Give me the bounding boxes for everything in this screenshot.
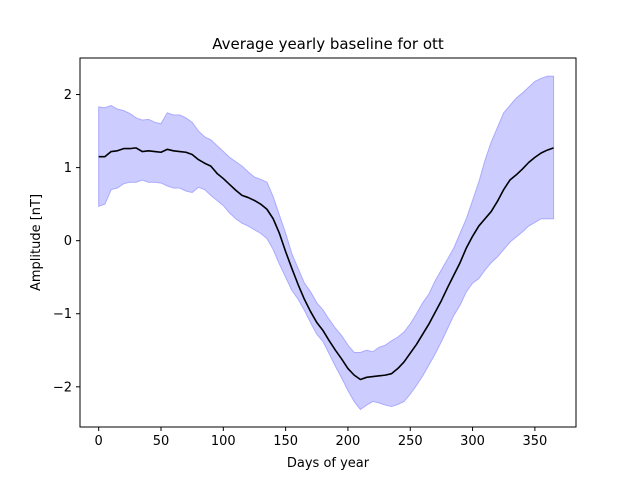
y-tick-label: 1	[64, 161, 72, 176]
x-tick-label: 350	[522, 434, 547, 449]
x-axis: 0 50 100 150 200 250 300 350	[95, 427, 547, 449]
x-tick-label: 150	[273, 434, 298, 449]
x-tick-label: 100	[211, 434, 236, 449]
y-tick-label: 0	[64, 234, 72, 249]
y-axis-label: Amplitude [nT]	[29, 194, 44, 291]
x-tick-label: 50	[153, 434, 170, 449]
x-tick-label: 0	[95, 434, 103, 449]
y-tick-label: −2	[53, 380, 72, 395]
plot-frame	[79, 57, 577, 428]
y-tick-label: −1	[53, 307, 72, 322]
mean-line	[98, 147, 554, 381]
x-tick-label: 300	[460, 434, 485, 449]
y-tick-label: 2	[64, 88, 72, 103]
confidence-band	[98, 75, 555, 411]
y-axis: −2 −1 0 1 2	[53, 88, 80, 395]
x-tick-label: 250	[398, 434, 423, 449]
plot-area	[98, 75, 555, 411]
chart-title: Average yearly baseline for ott	[212, 35, 444, 53]
x-axis-label: Days of year	[287, 456, 370, 471]
x-tick-label: 200	[336, 434, 361, 449]
